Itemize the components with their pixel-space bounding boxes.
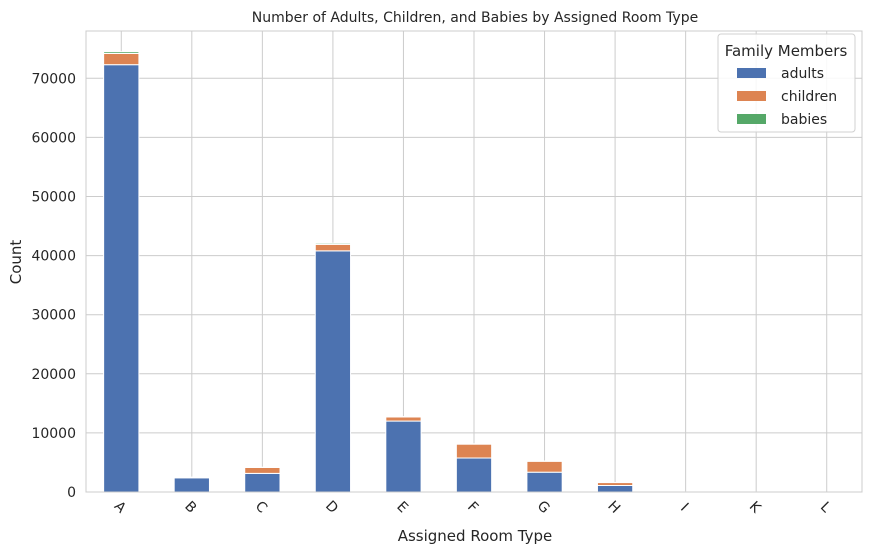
bar-babies-D <box>315 243 350 244</box>
y-tick-label: 0 <box>67 485 76 501</box>
bar-adults-E <box>386 421 421 492</box>
y-tick-label: 20000 <box>31 367 76 383</box>
bar-children-F <box>456 444 491 458</box>
bar-adults-H <box>597 485 632 492</box>
y-tick-label: 10000 <box>31 426 76 442</box>
legend-swatch-babies <box>737 114 766 124</box>
bar-adults-A <box>104 65 139 492</box>
bar-children-E <box>386 417 421 421</box>
bar-children-D <box>315 244 350 251</box>
legend-title: Family Members <box>725 42 848 60</box>
x-tick-label: H <box>604 498 623 517</box>
y-tick-label: 40000 <box>31 249 76 265</box>
x-tick-label: D <box>322 498 341 517</box>
legend-swatch-adults <box>737 68 766 78</box>
legend-label-adults: adults <box>781 66 824 82</box>
bar-children-G <box>527 461 562 472</box>
x-tick-label: I <box>677 500 691 514</box>
y-tick-label: 30000 <box>31 308 76 324</box>
x-tick-label: A <box>111 498 129 516</box>
legend-label-children: children <box>781 89 837 105</box>
legend-label-babies: babies <box>781 112 827 128</box>
x-tick-label: G <box>534 498 553 517</box>
x-tick-label: B <box>181 498 199 516</box>
bar-adults-B <box>174 478 209 492</box>
x-axis-label: Assigned Room Type <box>398 527 553 545</box>
chart-title: Number of Adults, Children, and Babies b… <box>252 10 698 26</box>
x-tick-label: F <box>464 499 481 516</box>
y-tick-label: 60000 <box>31 130 76 146</box>
bar-adults-F <box>456 458 491 492</box>
legend: Family Members adults children babies <box>718 34 855 132</box>
y-axis-label: Count <box>7 240 25 285</box>
x-tick-label: E <box>393 499 411 517</box>
x-tick-label: L <box>817 499 834 516</box>
bar-adults-D <box>315 251 350 492</box>
legend-swatch-children <box>737 91 766 101</box>
bar-children-C <box>245 467 280 473</box>
bar-adults-G <box>527 472 562 492</box>
x-tick-label: C <box>252 498 270 516</box>
y-tick-label: 70000 <box>31 71 76 87</box>
bar-children-A <box>104 53 139 64</box>
bar-adults-C <box>245 473 280 492</box>
x-tick-label: K <box>746 499 764 517</box>
bar-babies-A <box>104 52 139 54</box>
y-tick-label: 50000 <box>31 189 76 205</box>
